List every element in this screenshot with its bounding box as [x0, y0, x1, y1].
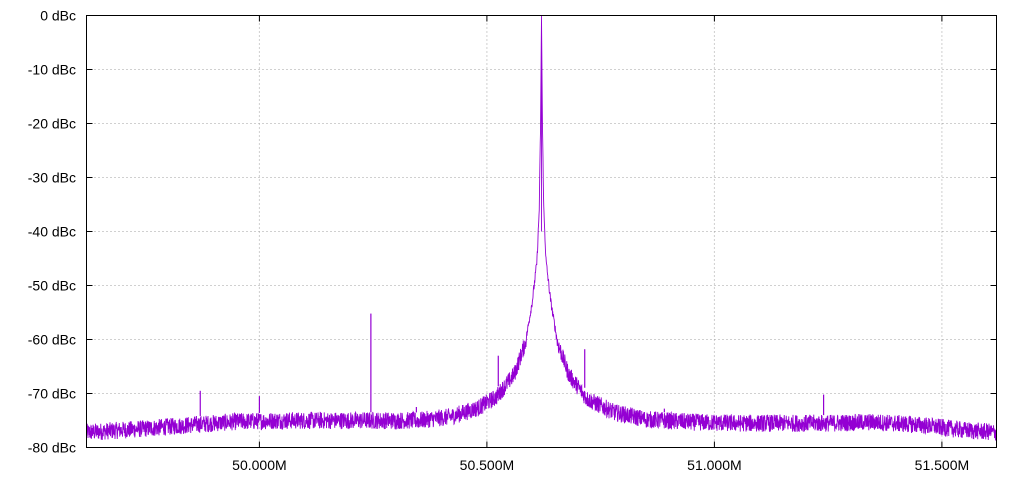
y-tick-label: -70 dBc: [28, 386, 76, 402]
y-tick-label: -20 dBc: [28, 116, 76, 132]
y-tick-label: 0 dBc: [40, 8, 76, 24]
spectrum-line: [86, 15, 997, 441]
x-tick-label: 50.000M: [232, 457, 286, 473]
y-tick-label: -50 dBc: [28, 278, 76, 294]
y-tick-label: -60 dBc: [28, 332, 76, 348]
x-tick-label: 50.500M: [460, 457, 514, 473]
x-tick-label: 51.500M: [915, 457, 969, 473]
y-tick-label: -40 dBc: [28, 224, 76, 240]
x-tick-label: 51.000M: [687, 457, 741, 473]
spectrum-trace: [86, 15, 997, 441]
y-tick-label: -80 dBc: [28, 440, 76, 456]
axis-labels: 0 dBc -10 dBc -20 dBc -30 dBc -40 dBc -50 dBc…: [28, 8, 969, 474]
grid: [86, 15, 997, 448]
axis-ticks: [86, 15, 997, 448]
y-tick-label: -10 dBc: [28, 62, 76, 78]
y-tick-label: -30 dBc: [28, 170, 76, 186]
